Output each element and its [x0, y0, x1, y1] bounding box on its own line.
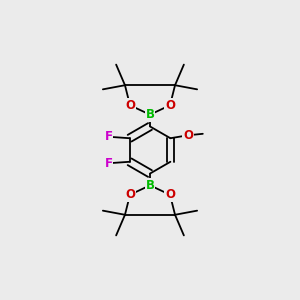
Text: F: F: [104, 130, 112, 143]
Text: F: F: [104, 157, 112, 170]
Text: O: O: [165, 99, 175, 112]
Text: O: O: [165, 188, 175, 201]
Text: B: B: [146, 179, 154, 192]
Text: O: O: [183, 129, 193, 142]
Text: O: O: [125, 99, 135, 112]
Text: B: B: [146, 108, 154, 121]
Text: O: O: [125, 188, 135, 201]
